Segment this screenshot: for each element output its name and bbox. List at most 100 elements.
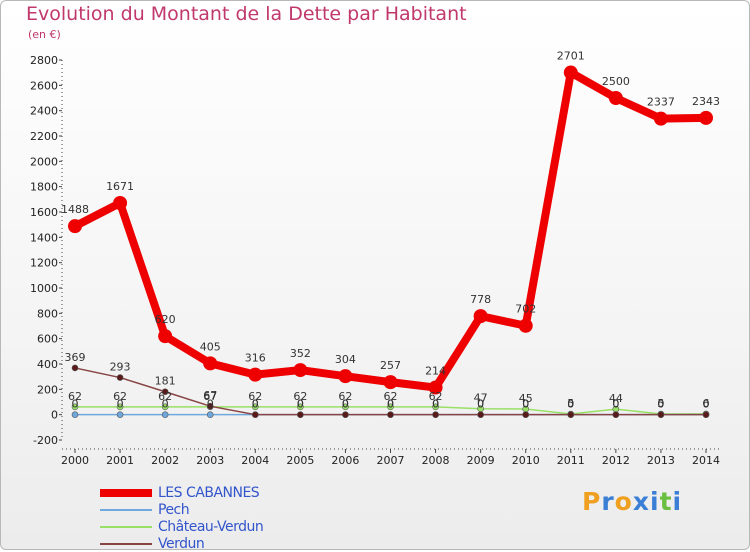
data-point — [567, 411, 575, 418]
y-tick-label: 2800 — [30, 54, 58, 67]
data-point — [206, 402, 214, 410]
x-tick-label: 2011 — [557, 454, 585, 467]
chart-subtitle: (en €) — [28, 28, 61, 41]
logo-letter: o — [614, 487, 633, 516]
data-point — [71, 411, 79, 418]
data-label: 45 — [519, 392, 533, 405]
data-label: 257 — [380, 359, 401, 372]
data-label: 0 — [703, 398, 710, 411]
data-label: 0 — [522, 398, 529, 411]
y-tick-label: 2200 — [30, 130, 58, 143]
data-label: 1671 — [106, 180, 134, 193]
y-tick-label: 1000 — [30, 282, 58, 295]
legend-swatch — [100, 508, 152, 511]
data-label: 2701 — [557, 50, 585, 63]
data-point — [563, 65, 578, 80]
data-point — [342, 411, 349, 418]
data-point — [161, 411, 169, 418]
data-label: 352 — [290, 347, 311, 360]
data-point — [251, 411, 259, 418]
x-tick-label: 2009 — [467, 454, 495, 467]
data-label: 62 — [248, 390, 262, 403]
x-tick-label: 2000 — [61, 454, 89, 467]
data-point — [161, 388, 169, 396]
data-point — [473, 309, 488, 324]
data-point — [116, 374, 124, 381]
legend-label: Château-Verdun — [158, 518, 264, 535]
y-tick-label: 400 — [37, 358, 58, 371]
logo-letter: t — [659, 487, 673, 516]
data-point — [68, 219, 82, 234]
y-tick-label: 800 — [37, 307, 58, 320]
x-tick-label: 2008 — [422, 454, 450, 467]
logo-letter: i — [650, 487, 660, 516]
x-tick-label: 2013 — [647, 454, 675, 467]
legend-swatch — [100, 542, 152, 545]
data-point — [612, 411, 620, 418]
data-label: 0 — [612, 398, 619, 411]
data-label: 0 — [522, 398, 529, 411]
data-point — [113, 196, 128, 211]
data-point — [251, 403, 259, 411]
data-point — [699, 110, 713, 125]
data-label: 0 — [703, 398, 710, 411]
proxiti-logo: Proxiti — [582, 487, 682, 516]
data-point — [248, 367, 263, 382]
data-label: 0 — [207, 398, 214, 411]
y-tick-label: 600 — [37, 333, 58, 346]
data-point — [203, 356, 218, 371]
legend-item: LES CABANNES — [100, 484, 263, 501]
data-label: 316 — [245, 352, 266, 365]
data-label: 0 — [657, 398, 664, 411]
data-label: 0 — [297, 398, 304, 411]
y-tick-label: 2400 — [30, 105, 58, 118]
data-label: 0 — [477, 398, 484, 411]
logo-letter: P — [582, 487, 602, 516]
data-label: 44 — [609, 392, 623, 405]
data-label: 1488 — [61, 203, 89, 216]
data-label: 369 — [65, 351, 86, 364]
data-label: 702 — [515, 303, 536, 316]
data-label: 62 — [293, 390, 307, 403]
data-point — [161, 403, 169, 411]
logo-letter: x — [632, 487, 650, 516]
data-point — [518, 318, 533, 333]
data-point — [387, 403, 394, 411]
data-point — [297, 403, 304, 411]
data-point — [116, 403, 124, 411]
data-label: 2337 — [647, 96, 675, 109]
data-label: 0 — [342, 398, 349, 411]
data-point — [657, 411, 665, 418]
data-label: 0 — [252, 398, 259, 411]
x-tick-label: 2006 — [331, 454, 359, 467]
data-label: 0 — [567, 398, 574, 411]
data-point — [297, 411, 304, 418]
chart-title: Evolution du Montant de la Dette par Hab… — [26, 3, 467, 25]
data-point — [206, 411, 214, 418]
legend-swatch — [100, 488, 152, 497]
data-label: 0 — [567, 398, 574, 411]
y-tick-label: 1600 — [30, 206, 58, 219]
data-label: 62 — [338, 390, 352, 403]
data-point — [158, 329, 173, 344]
data-label: 67 — [203, 389, 217, 402]
data-label: 0 — [297, 398, 304, 411]
data-point — [653, 111, 668, 126]
y-tick-label: 1800 — [30, 181, 58, 194]
data-label: 778 — [470, 293, 491, 306]
x-tick-label: 2003 — [196, 454, 224, 467]
x-tick-label: 2002 — [151, 454, 179, 467]
data-point — [428, 380, 443, 395]
data-label: 62 — [68, 390, 82, 403]
data-label: 5 — [657, 397, 664, 410]
data-label: 47 — [474, 392, 488, 405]
legend-item: Château-Verdun — [100, 518, 264, 535]
data-point — [387, 411, 394, 418]
y-tick-label: -200 — [33, 434, 58, 447]
data-label: 181 — [155, 375, 176, 388]
y-tick-label: 200 — [37, 383, 58, 396]
data-label: 2500 — [602, 75, 630, 88]
data-label: 62 — [113, 390, 127, 403]
